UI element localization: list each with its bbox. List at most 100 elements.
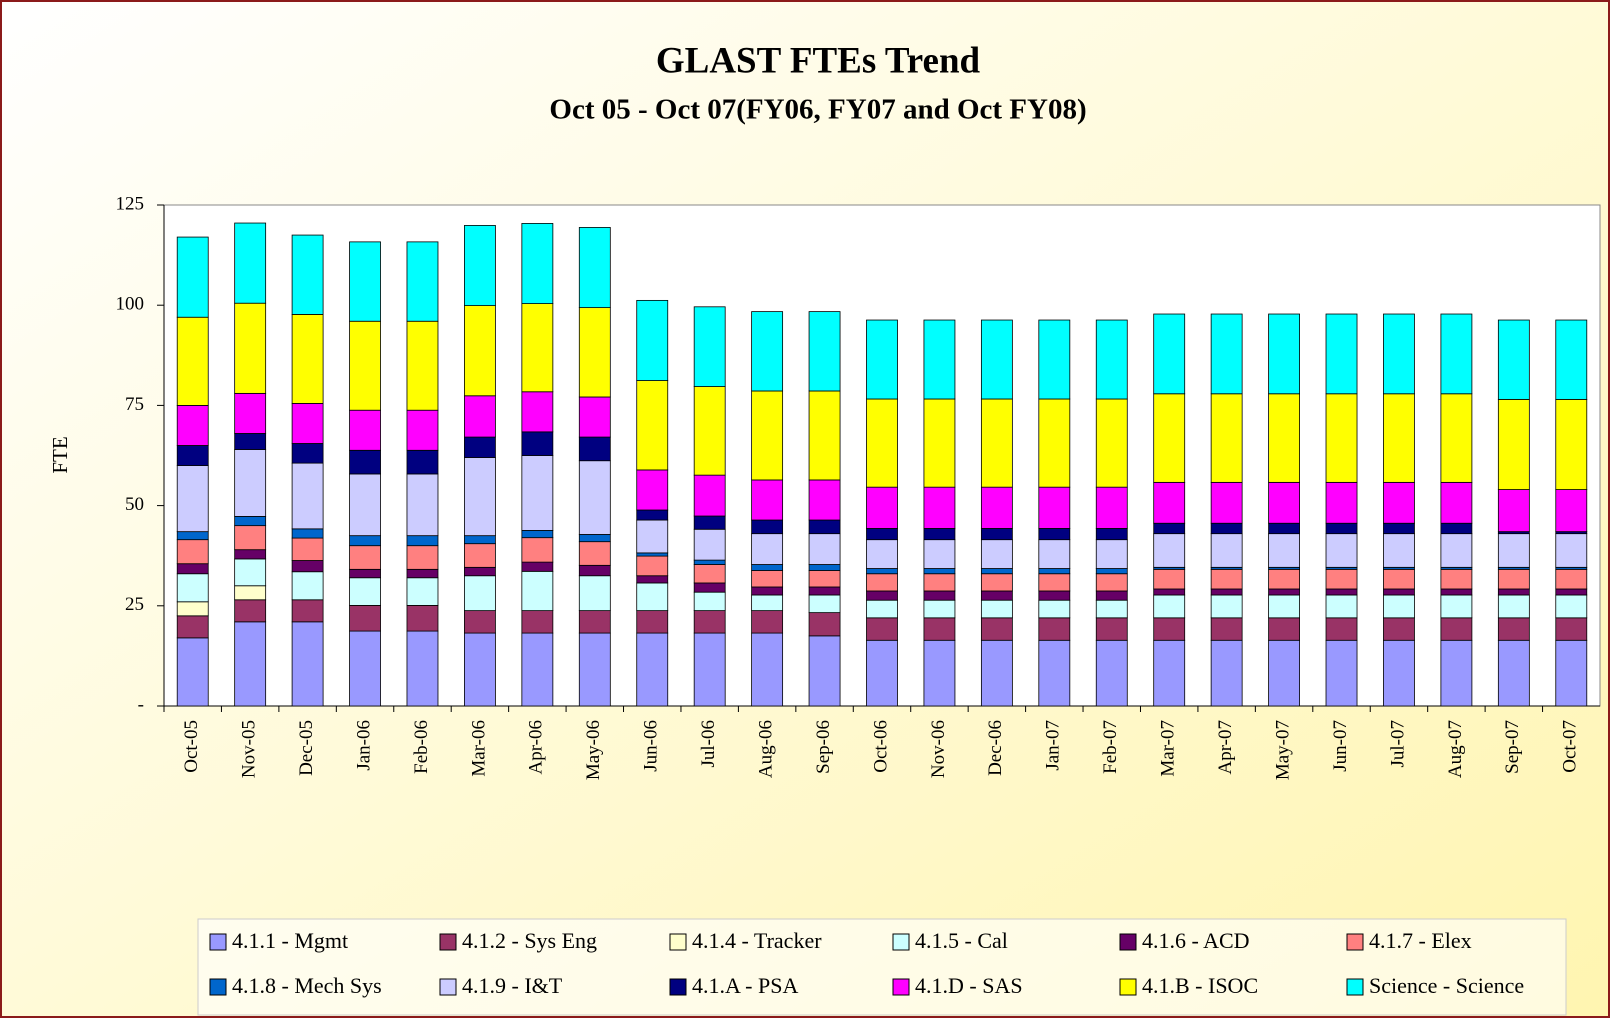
chart-subtitle: Oct 05 - Oct 07(FY06, FY07 and Oct FY08) [549,94,1086,126]
bar-segment [1555,533,1588,568]
bar-segment [464,632,496,707]
bar-segment [406,604,439,632]
bar-segment [234,516,267,527]
x-tick-label: Sep-07 [1502,720,1523,774]
bar-segment [1325,522,1358,535]
bar-segment [1095,486,1128,529]
bar-segment [923,590,956,601]
bar-segment [291,234,324,315]
bar-segment [866,398,898,488]
bar-segment [808,519,841,535]
bar-segment [751,632,784,707]
bar-segment [234,585,267,601]
bar-segment [464,436,496,458]
bar-segment [751,610,784,634]
bar-segment [751,311,784,392]
bar-segment [1153,522,1186,535]
bar-segment [578,396,611,438]
bar-segment [291,560,324,573]
bar-segment [1038,573,1071,592]
bar-segment [349,630,381,707]
x-tick-label: Jul-07 [1387,720,1408,768]
legend-label: 4.1.4 - Tracker [692,928,822,953]
legend-label: 4.1.A - PSA [692,973,798,998]
x-tick-label: Aug-06 [755,720,776,778]
bar-segment [464,457,496,537]
bar-segment [234,302,267,394]
legend-swatch [892,978,910,996]
bar-segment [1440,617,1473,641]
bar-segment [636,519,669,554]
bar-segment [1038,486,1071,529]
legend-label: 4.1.D - SAS [915,973,1023,998]
bar-segment [808,612,841,637]
legend-swatch [1119,978,1137,996]
bar-segment [406,320,439,411]
bar-segment [1497,594,1530,619]
bar-segment [1555,568,1588,590]
bar-segment [1555,398,1588,490]
bar-segment [693,610,726,634]
bar-segment [1095,568,1128,575]
bar-segment [1268,533,1300,568]
bar-segment [1210,481,1243,524]
bar-segment [1555,617,1588,641]
bar-segment [176,404,209,446]
bar-segment [464,225,496,307]
bar-segment [1210,639,1243,707]
bar-segment [1210,522,1243,535]
bar-segment [349,545,381,570]
bar-segment [1095,573,1128,592]
legend-swatch [209,933,227,951]
bar-segment [1153,393,1186,483]
bar-segment [291,462,324,530]
bar-segment [808,594,841,614]
bar-segment [636,552,669,557]
bar-segment [1153,588,1186,596]
bar-segment [234,621,267,707]
bar-segment [291,402,324,444]
bar-segment [1038,590,1071,601]
bar-segment [176,615,209,639]
x-tick-label: May-07 [1272,720,1293,780]
bar-segment [923,319,956,400]
bar-segment [1153,594,1186,619]
bar-segment [1210,617,1243,641]
bar-segment [808,479,841,521]
x-tick-label: Jan-06 [353,720,374,771]
bar-segment [1210,313,1243,395]
bar-segment [866,573,898,592]
bar-segment [176,316,209,406]
bar-segment [980,573,1013,592]
y-tick-label: 125 [116,193,145,214]
bar-segment [291,314,324,404]
bar-segment [980,319,1013,400]
bar-segment [1268,568,1300,590]
bar-segment [1383,481,1415,524]
bar-segment [866,486,898,529]
bar-segment [521,561,554,572]
legend-swatch [439,978,457,996]
bar-segment [751,390,784,481]
bar-segment [1268,617,1300,641]
legend-swatch [1346,978,1364,996]
bar-segment [1383,313,1415,395]
bar-segment [406,535,439,547]
y-tick-label: - [138,694,144,715]
bar-segment [1153,639,1186,707]
bar-segment [176,539,209,565]
bar-segment [1268,481,1300,524]
bar-segment [808,586,841,596]
bar-segment [578,436,611,462]
bar-segment [1497,617,1530,641]
bar-segment [866,319,898,400]
bar-segment [1383,568,1415,590]
bar-segment [349,473,381,537]
bar-segment [578,632,611,707]
bar-segment [1095,319,1128,400]
x-tick-label: Nov-05 [239,720,260,778]
bar-segment [693,582,726,593]
bar-segment [1325,617,1358,641]
bar-segment [1497,639,1530,707]
bar-segment [1153,313,1186,395]
